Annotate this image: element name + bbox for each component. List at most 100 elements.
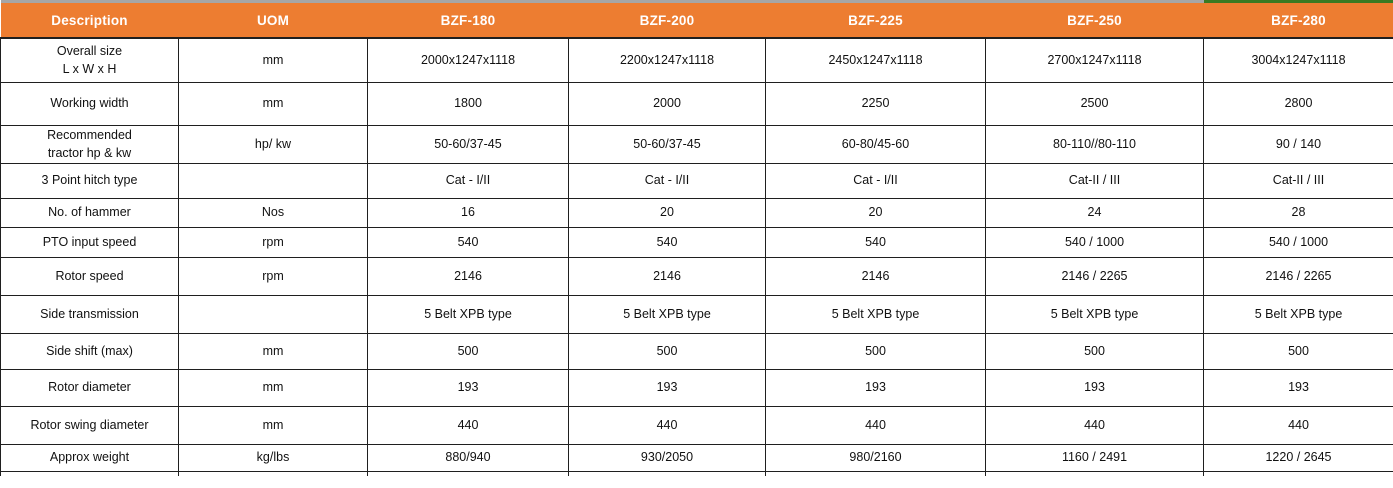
value-cell: 500 (1203, 332, 1393, 370)
partial-cell (568, 470, 766, 476)
partial-cell (178, 470, 368, 476)
row-uom-cell (178, 294, 368, 334)
value-cell: 540 (367, 226, 569, 258)
value-cell: 440 (1203, 405, 1393, 445)
column-header-uom: UOM (178, 0, 368, 39)
row-description-cell: Recommended tractor hp & kw (0, 124, 179, 164)
row-uom-cell: Nos (178, 197, 368, 228)
value-cell: 2500 (985, 81, 1204, 126)
row-description-cell: Approx weight (0, 443, 179, 472)
value-cell: 193 (367, 368, 569, 407)
table-row: No. of hammer Nos 16 20 20 24 28 (0, 197, 1393, 228)
value-cell: 540 / 1000 (985, 226, 1204, 258)
partial-clipped-row (0, 470, 1393, 476)
table-row: Rotor diameter mm 193 193 193 193 193 (0, 368, 1393, 407)
column-header-bzf-180: BZF-180 (367, 0, 569, 39)
table-row: Rotor speed rpm 2146 2146 2146 2146 / 2265 214… (0, 256, 1393, 296)
value-cell: 980/2160 (765, 443, 986, 472)
value-cell: 2146 / 2265 (985, 256, 1204, 296)
value-cell: 440 (568, 405, 766, 445)
value-cell: 540 (568, 226, 766, 258)
row-uom-cell: mm (178, 405, 368, 445)
value-cell: 193 (765, 368, 986, 407)
value-cell: 880/940 (367, 443, 569, 472)
value-cell: 540 / 1000 (1203, 226, 1393, 258)
value-cell: Cat-II / III (1203, 162, 1393, 199)
value-cell: 2146 (765, 256, 986, 296)
value-cell: 5 Belt XPB type (367, 294, 569, 334)
value-cell: 440 (985, 405, 1204, 445)
row-description-cell: Side shift (max) (0, 332, 179, 370)
value-cell: 2700x1247x1118 (985, 37, 1204, 83)
row-uom-cell (178, 162, 368, 199)
value-cell: Cat - I/II (568, 162, 766, 199)
value-cell: 1220 / 2645 (1203, 443, 1393, 472)
value-cell: 16 (367, 197, 569, 228)
value-cell: 930/2050 (568, 443, 766, 472)
value-cell: 1160 / 2491 (985, 443, 1204, 472)
row-description-cell: Overall size L x W x H (0, 37, 179, 83)
value-cell: 3004x1247x1118 (1203, 37, 1393, 83)
table-row: Approx weight kg/lbs 880/940 930/2050 980/21… (0, 443, 1393, 472)
value-cell: 440 (765, 405, 986, 445)
column-header-description: Description (0, 0, 179, 39)
partial-cell (367, 470, 569, 476)
value-cell: 5 Belt XPB type (985, 294, 1204, 334)
value-cell: 20 (765, 197, 986, 228)
value-cell: 2146 / 2265 (1203, 256, 1393, 296)
value-cell: 2000x1247x1118 (367, 37, 569, 83)
table-row: Rotor swing diameter mm 440 440 440 440 440 (0, 405, 1393, 445)
value-cell: 2450x1247x1118 (765, 37, 986, 83)
row-description-cell: Rotor swing diameter (0, 405, 179, 445)
value-cell: 193 (985, 368, 1204, 407)
column-header-bzf-225: BZF-225 (765, 0, 986, 39)
table-row: 3 Point hitch type Cat - I/II Cat - I/II Ca… (0, 162, 1393, 199)
row-description-cell: Side transmission (0, 294, 179, 334)
value-cell: 2200x1247x1118 (568, 37, 766, 83)
value-cell: 540 (765, 226, 986, 258)
row-uom-cell: mm (178, 37, 368, 83)
row-uom-cell: kg/lbs (178, 443, 368, 472)
value-cell: 193 (1203, 368, 1393, 407)
value-cell: Cat-II / III (985, 162, 1204, 199)
value-cell: 24 (985, 197, 1204, 228)
row-description-cell: No. of hammer (0, 197, 179, 228)
value-cell: 50-60/37-45 (568, 124, 766, 164)
value-cell: 20 (568, 197, 766, 228)
value-cell: 5 Belt XPB type (568, 294, 766, 334)
row-description-cell: Working width (0, 81, 179, 126)
value-cell: 90 / 140 (1203, 124, 1393, 164)
row-uom-cell: mm (178, 81, 368, 126)
value-cell: 1800 (367, 81, 569, 126)
partial-cell (765, 470, 986, 476)
row-uom-cell: mm (178, 368, 368, 407)
value-cell: 500 (985, 332, 1204, 370)
table-row: Recommended tractor hp & kw hp/ kw 50-60/3… (0, 124, 1393, 164)
row-description-cell: 3 Point hitch type (0, 162, 179, 199)
value-cell: 5 Belt XPB type (1203, 294, 1393, 334)
row-uom-cell: rpm (178, 256, 368, 296)
table-row: Working width mm 1800 2000 2250 2500 2800 (0, 81, 1393, 126)
value-cell: 60-80/45-60 (765, 124, 986, 164)
partial-cell (1203, 470, 1393, 476)
header-row: Description UOM BZF-180 BZF-200 BZF-225 BZF-2… (0, 0, 1393, 39)
product-spec-table: Description UOM BZF-180 BZF-200 BZF-225 BZF-2… (0, 0, 1393, 476)
value-cell: 28 (1203, 197, 1393, 228)
value-cell: 193 (568, 368, 766, 407)
column-header-bzf-250: BZF-250 (985, 0, 1204, 39)
value-cell: 500 (765, 332, 986, 370)
value-cell: 2000 (568, 81, 766, 126)
value-cell: Cat - I/II (765, 162, 986, 199)
partial-cell (0, 470, 179, 476)
value-cell: 440 (367, 405, 569, 445)
row-uom-cell: hp/ kw (178, 124, 368, 164)
table-row: Side shift (max) mm 500 500 500 500 500 (0, 332, 1393, 370)
value-cell: 80-110//80-110 (985, 124, 1204, 164)
value-cell: 5 Belt XPB type (765, 294, 986, 334)
row-description-cell: PTO input speed (0, 226, 179, 258)
table-row: PTO input speed rpm 540 540 540 540 / 1000 540… (0, 226, 1393, 258)
row-description-cell: Rotor speed (0, 256, 179, 296)
